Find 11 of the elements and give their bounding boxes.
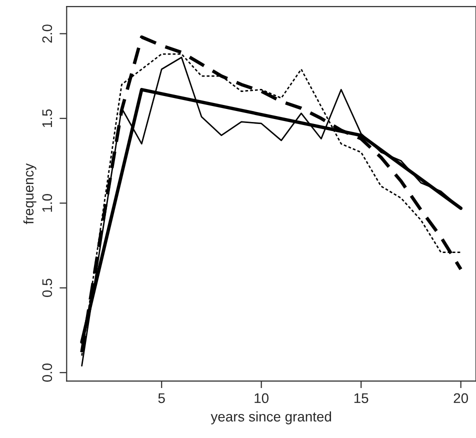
x-tick-label: 15 bbox=[354, 393, 368, 404]
y-tick-label: 1.0 bbox=[42, 194, 52, 212]
x-axis-title: years since granted bbox=[210, 411, 332, 424]
y-tick-label: 1.5 bbox=[42, 109, 52, 127]
x-tick-label: 10 bbox=[254, 393, 269, 404]
x-tick-label: 5 bbox=[158, 393, 165, 404]
x-tick-label: 20 bbox=[454, 393, 468, 404]
y-tick-label: 2.0 bbox=[42, 24, 52, 43]
y-tick-label: 0.5 bbox=[42, 278, 52, 297]
y-tick-label: 0.0 bbox=[42, 363, 52, 382]
y-axis-title: frequency bbox=[23, 163, 36, 224]
